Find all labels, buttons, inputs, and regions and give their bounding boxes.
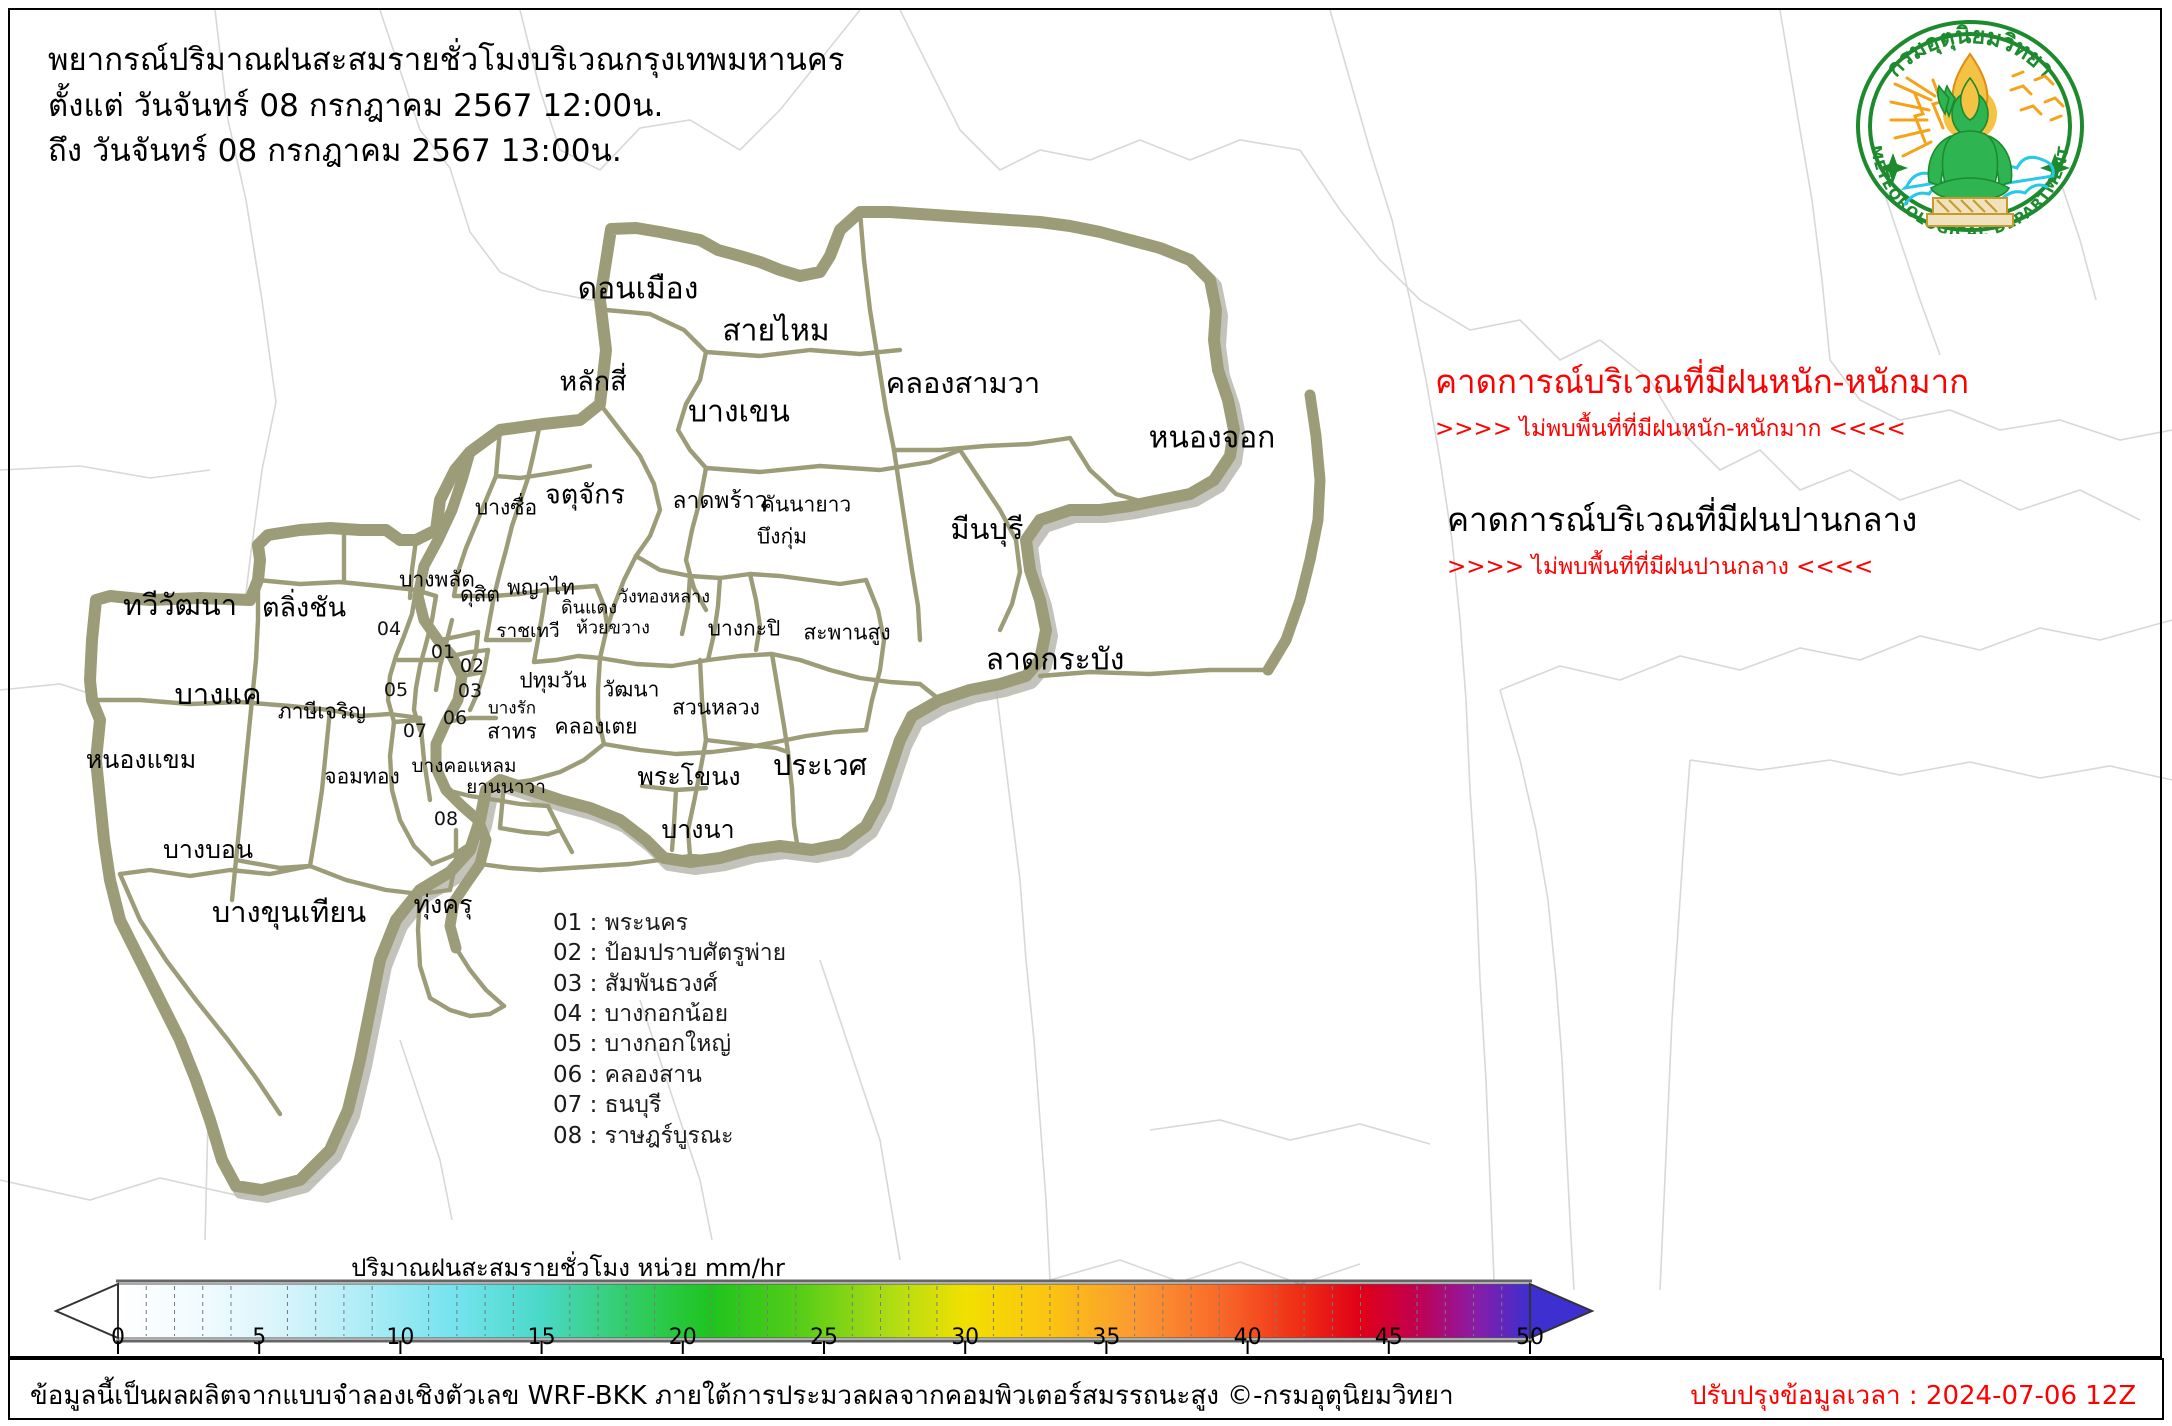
district-label: สาทร: [487, 719, 537, 744]
tmd-logo: กรมอุตุนิยมวิทยา METEOROLOGICAL DEPARTME…: [1856, 20, 2084, 234]
district-label: ภาษีเจริญ: [277, 699, 367, 724]
heavy-rain-forecast-panel: คาดการณ์บริเวณที่มีฝนหนัก-หนักมาก >>>> ไ…: [1435, 362, 1969, 443]
moderate-rain-heading: คาดการณ์บริเวณที่มีฝนปานกลาง: [1447, 500, 1918, 539]
district-label: สายไหม: [722, 313, 830, 349]
district-label: พระโขนง: [637, 762, 741, 791]
district-label: ยานนาวา: [466, 776, 546, 798]
district-label: ดอนเมือง: [577, 271, 699, 307]
district-label: บางซื่อ: [474, 495, 538, 520]
district-code-label: 01: [430, 641, 456, 663]
district-label: หลักสี่: [559, 366, 627, 398]
district-code-label: 08: [433, 808, 459, 830]
district-label: ปทุมวัน: [519, 668, 587, 693]
district-label: คลองเตย: [554, 714, 638, 739]
code-legend-row: 04 : บางกอกน้อย: [553, 1001, 729, 1028]
code-legend-row: 01 : พระนคร: [553, 910, 688, 936]
footer-divider-bottom: [8, 1418, 2164, 1420]
footer-frame-left: [8, 1358, 10, 1420]
colorbar-graphic: [53, 1279, 1595, 1354]
district-label: มีนบุรี: [950, 512, 1024, 546]
district-label: บางเขน: [688, 394, 790, 430]
district-label: ประเวศ: [772, 748, 868, 782]
colorbar-tick-label: 0: [111, 1325, 125, 1350]
district-label: วัฒนา: [602, 677, 660, 702]
district-label: ดุสิต: [459, 582, 501, 607]
colorbar-tick-labels: 0 5 10 15 20 25 30 35 40 45 50: [38, 1325, 1618, 1353]
colorbar-tick-label: 50: [1516, 1325, 1544, 1350]
district-code-label: 02: [459, 655, 485, 677]
district-label: พญาไท: [507, 575, 575, 600]
district-label: บางแค: [174, 677, 262, 711]
district-label: บึงกุ่ม: [756, 524, 808, 549]
colorbar-tick-label: 45: [1374, 1325, 1403, 1350]
colorbar-max-arrow: [1529, 1282, 1595, 1340]
rainfall-colorbar: ปริมาณฝนสะสมรายชั่วโมง หน่วย mm/hr 0 5 10 1…: [38, 1248, 1618, 1354]
colorbar-tick-label: 35: [1092, 1325, 1121, 1350]
map-title-block: พยากรณ์ปริมาณฝนสะสมรายชั่วโมงบริเวณกรุงเ…: [48, 38, 844, 175]
colorbar-title: ปริมาณฝนสะสมรายชั่วโมง หน่วย mm/hr: [351, 1254, 785, 1282]
district-label: ทุ่งครุ: [413, 890, 473, 919]
district-label: บางรัก: [487, 698, 537, 719]
district-label: ตลิ่งชัน: [261, 592, 347, 624]
district-label: บางกะปิ: [707, 616, 781, 641]
district-code-label: 04: [376, 618, 402, 640]
footer-source-note: ข้อมูลนี้เป็นผลผลิตจากแบบจำลองเชิงตัวเลข…: [30, 1381, 1454, 1411]
district-label: สะพานสูง: [803, 620, 891, 645]
district-label: สวนหลวง: [672, 695, 760, 720]
district-label: คลองสามวา: [885, 366, 1041, 400]
district-internal-boundaries: [89, 209, 1271, 1117]
colorbar-tick-label: 30: [951, 1325, 980, 1350]
colorbar-tick-label: 5: [252, 1325, 267, 1350]
district-label: หนองจอก: [1148, 420, 1276, 456]
district-code-label: 07: [402, 720, 428, 742]
colorbar-tick-label: 15: [527, 1325, 556, 1350]
district-label: ลาดกระบัง: [985, 642, 1125, 678]
colorbar-tick-label: 25: [810, 1325, 838, 1350]
district-label: จตุจักร: [544, 479, 626, 511]
district-label: บางบอน: [162, 835, 254, 864]
district-label: ลาดพร้าว: [672, 488, 768, 514]
colorbar-tick-label: 20: [668, 1325, 697, 1350]
neighbour-province-outlines: [0, 9, 2172, 1291]
heavy-rain-result: >>>> ไม่พบพื้นที่ที่มีฝนหนัก-หนักมาก <<<…: [1435, 415, 1906, 442]
code-legend-row: 03 : สัมพันธวงศ์: [553, 970, 718, 997]
colorbar-min-arrow: [53, 1282, 119, 1340]
moderate-rain-result: >>>> ไม่พบพื้นที่ที่มีฝนปานกลาง <<<<: [1447, 553, 1874, 580]
district-label: หนองแขม: [85, 745, 197, 774]
district-code-label: 03: [457, 680, 483, 702]
district-label: ดินแดง: [560, 597, 618, 619]
district-label: ห้วยขวาง: [576, 617, 650, 639]
code-legend-row: 07 : ธนบุรี: [553, 1092, 662, 1119]
district-label: ทวีวัฒนา: [123, 588, 237, 622]
footer-frame-right: [2162, 1358, 2164, 1420]
district-label: ราชเทวี: [496, 620, 560, 642]
code-legend-row: 08 : ราษฎร์บูรณะ: [553, 1122, 734, 1149]
district-code-legend: 01 : พระนคร 02 : ป้อมปราบศัตรูพ่าย 03 : สั…: [553, 908, 786, 1151]
title-line-1: พยากรณ์ปริมาณฝนสะสมรายชั่วโมงบริเวณกรุงเ…: [48, 42, 845, 78]
east-district-thick-boundary: [1262, 389, 1326, 676]
heavy-rain-heading: คาดการณ์บริเวณที่มีฝนหนัก-หนักมาก: [1435, 362, 1970, 401]
district-label: จอมทอง: [324, 764, 400, 789]
title-line-2: ตั้งแต่ วันจันทร์ 08 กรกฎาคม 2567 12:00น…: [48, 87, 664, 124]
code-legend-row: 05 : บางกอกใหญ่: [553, 1031, 732, 1058]
code-legend-row: 06 : คลองสาน: [553, 1061, 702, 1088]
district-code-label: 05: [383, 679, 409, 701]
district-label: บางพลัด: [399, 567, 475, 592]
district-code-label: 06: [442, 707, 468, 729]
district-label: บางคอแหลม: [411, 755, 517, 777]
district-label: วังทองหลาง: [617, 586, 711, 608]
footer-update-time: ปรับปรุงข้อมูลเวลา : 2024-07-06 12Z: [1690, 1381, 2137, 1411]
code-legend-row: 02 : ป้อมปราบศัตรูพ่าย: [553, 940, 787, 967]
footer-divider-top: [8, 1358, 2164, 1360]
moderate-rain-forecast-panel: คาดการณ์บริเวณที่มีฝนปานกลาง >>>> ไม่พบพ…: [1447, 500, 1917, 581]
colorbar-tick-label: 40: [1233, 1325, 1262, 1350]
district-label: บางนา: [661, 815, 735, 844]
title-line-3: ถึง วันจันทร์ 08 กรกฎาคม 2567 13:00น.: [48, 133, 622, 170]
colorbar-tick-label: 10: [386, 1325, 415, 1350]
district-label: บางขุนเทียน: [211, 895, 367, 929]
district-label: คันนายาว: [760, 492, 852, 517]
